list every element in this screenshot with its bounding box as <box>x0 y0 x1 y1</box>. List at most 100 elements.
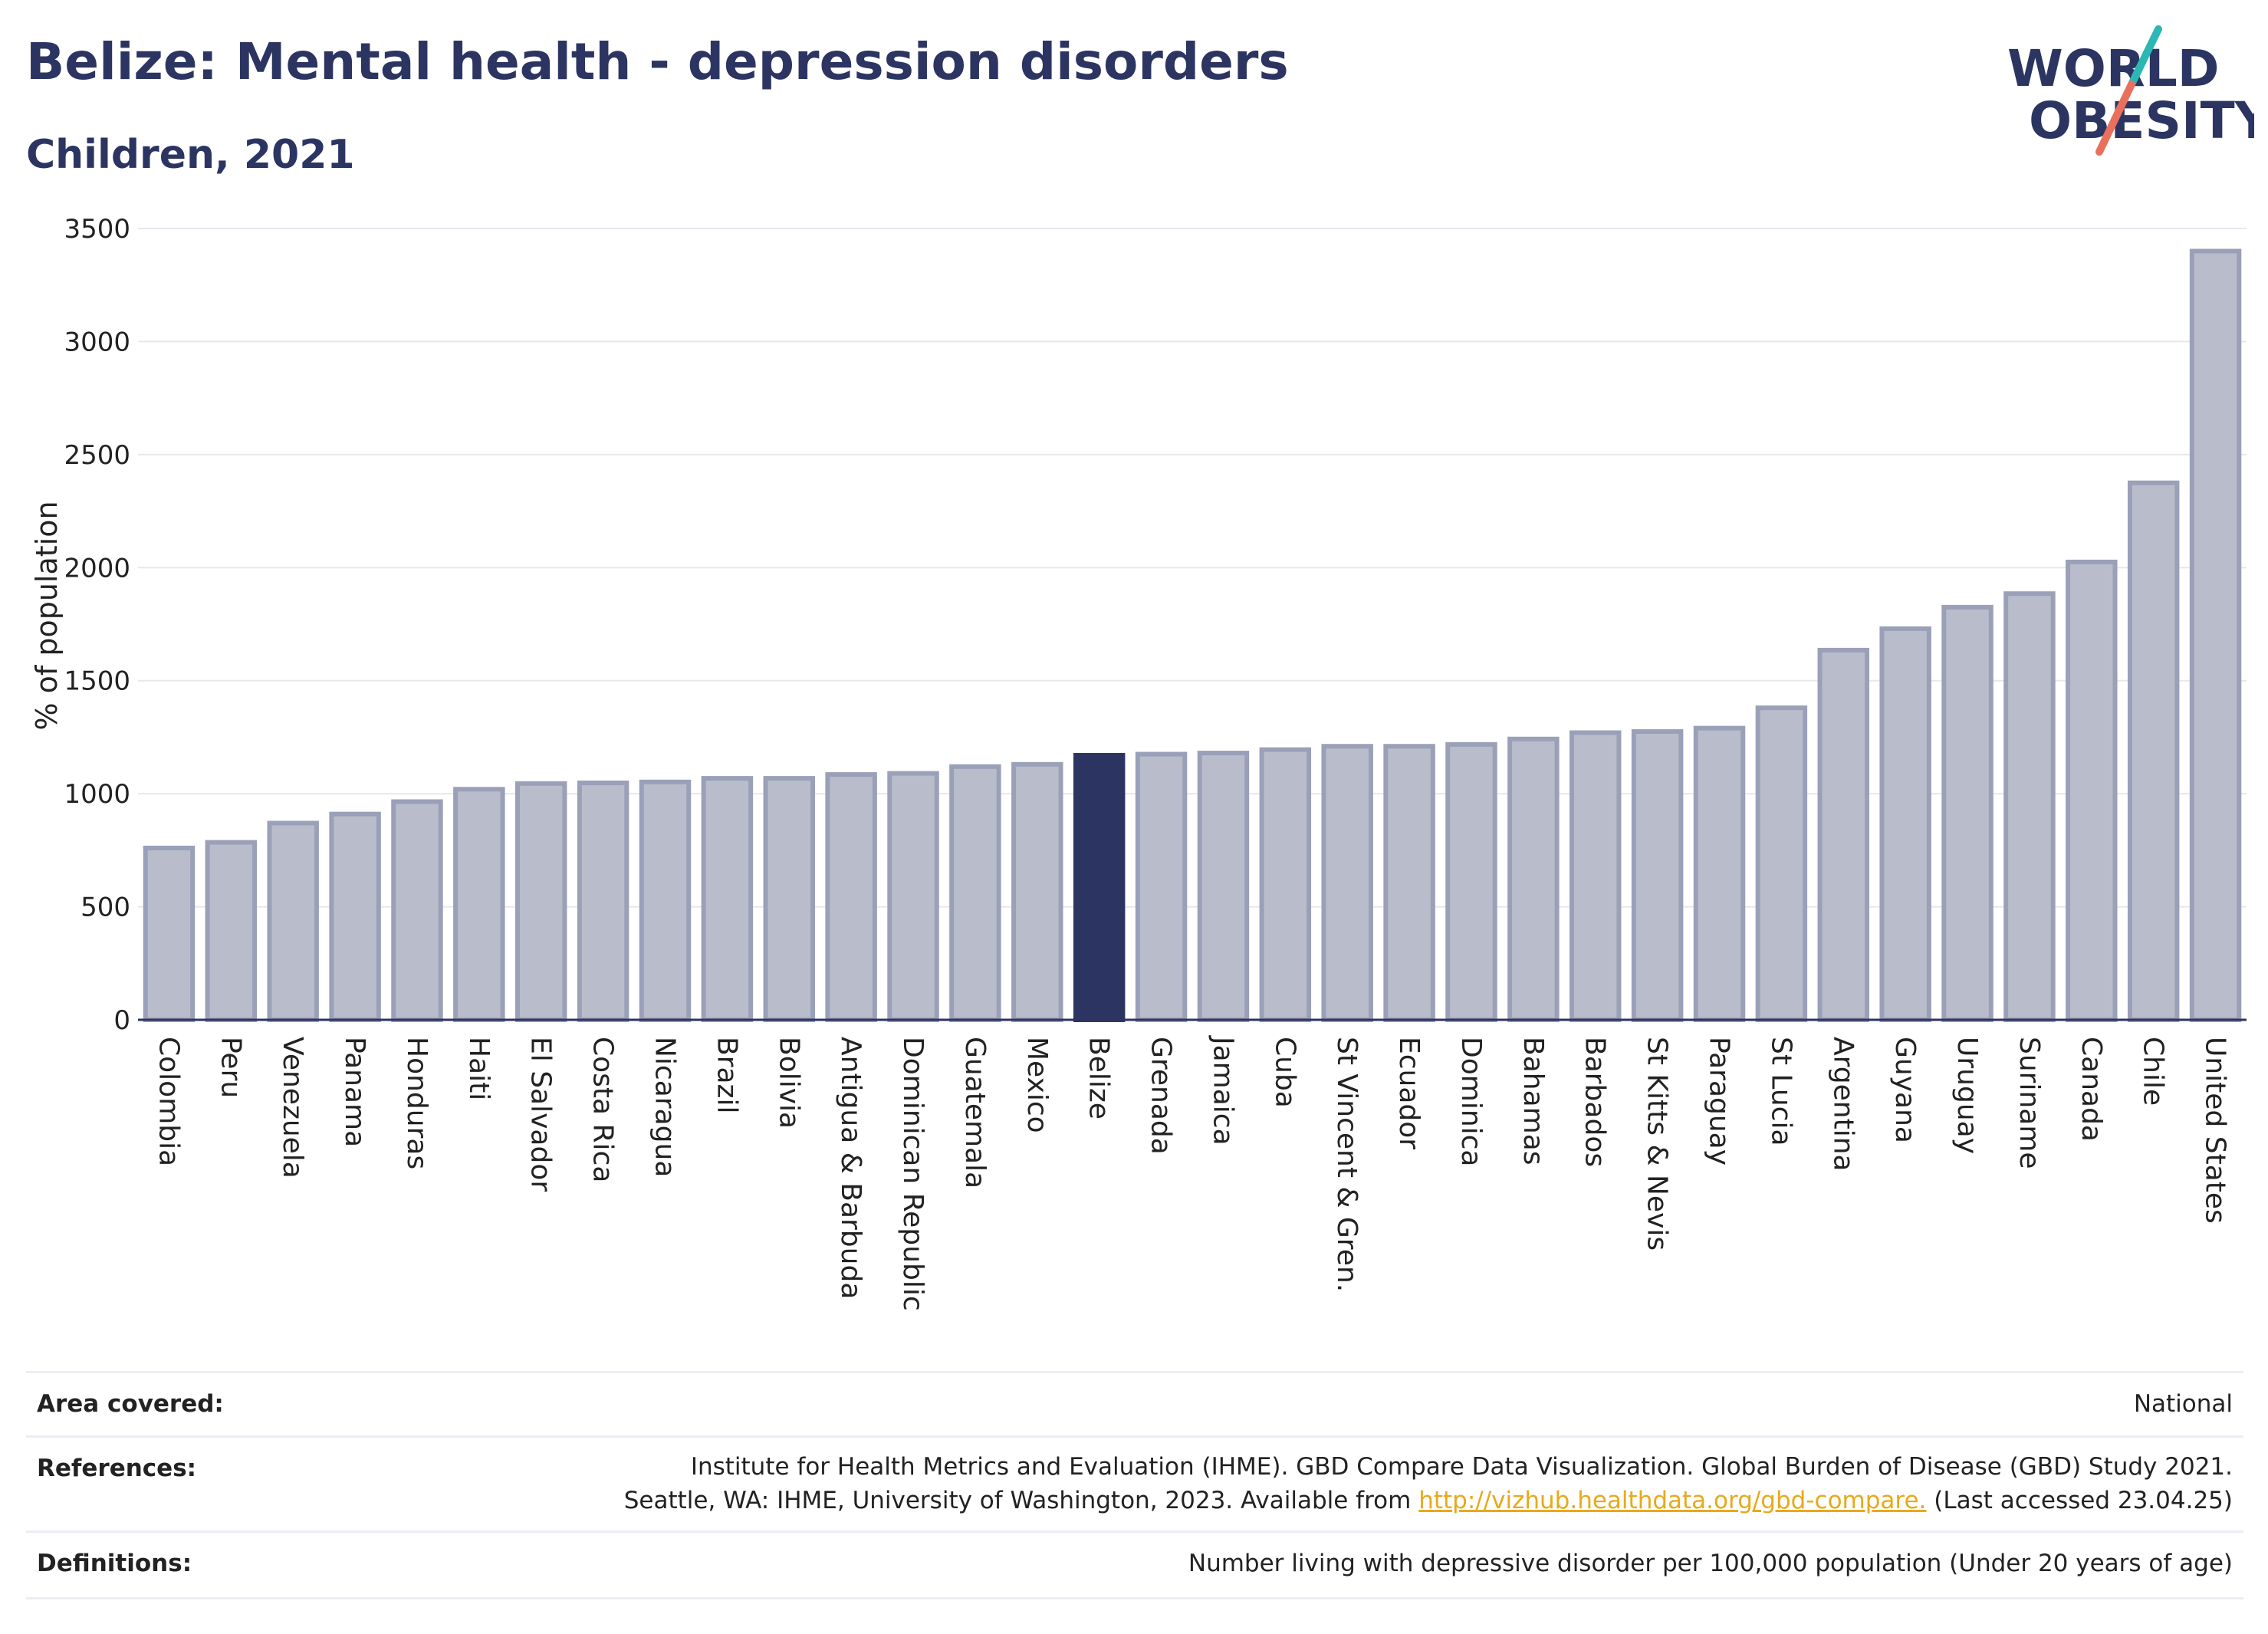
bar <box>701 776 754 1023</box>
x-category-label: Belize <box>1083 1037 1115 1119</box>
y-tick-label: 500 <box>81 893 130 923</box>
bar <box>1383 744 1435 1022</box>
y-tick-label: 3500 <box>64 214 130 245</box>
area-value: National <box>2133 1390 2233 1418</box>
chart-title: Belize: Mental health - depression disor… <box>26 32 1289 91</box>
x-category-label: Guyana <box>1889 1037 1921 1143</box>
x-category-label: Canada <box>2076 1037 2107 1142</box>
x-category-label: Bahamas <box>1517 1037 1549 1165</box>
area-label: Area covered: <box>37 1390 224 1418</box>
x-category-label: Brazil <box>711 1037 742 1113</box>
x-category-label: Colombia <box>153 1037 184 1166</box>
bar <box>2189 248 2242 1022</box>
x-category-label: Dominican Republic <box>897 1037 929 1311</box>
info-row-area: Area covered: National <box>26 1371 2243 1438</box>
bar <box>1817 647 1869 1022</box>
y-tick-label: 2000 <box>64 553 130 584</box>
x-category-label: Bolivia <box>773 1037 804 1129</box>
x-category-label: Dominica <box>1455 1037 1487 1167</box>
x-category-label: United States <box>2200 1037 2231 1224</box>
references-value: Institute for Health Metrics and Evaluat… <box>624 1450 2233 1517</box>
bar <box>1135 751 1188 1022</box>
logo-line1: WORLD <box>2007 39 2220 98</box>
bar <box>763 776 816 1023</box>
bar <box>1011 761 1063 1022</box>
x-category-label: St Vincent & Gren. <box>1331 1037 1362 1292</box>
bar <box>1197 751 1250 1022</box>
y-tick-label: 2500 <box>64 440 130 471</box>
bar <box>205 840 258 1022</box>
bar-chart: 0 500 1000 1500 2000 2500 3000 3500 Colombia Per… <box>30 214 2247 1311</box>
x-category-label: Grenada <box>1146 1037 1177 1155</box>
bar <box>887 771 939 1022</box>
definitions-label: Definitions: <box>37 1550 192 1577</box>
x-category-label: Venezuela <box>277 1037 308 1179</box>
x-category-label: Suriname <box>2013 1037 2045 1169</box>
x-category-label: Chile <box>2138 1037 2169 1106</box>
chart-subtitle: Children, 2021 <box>26 132 355 178</box>
world-obesity-logo: WORLD OBESITY <box>2007 25 2254 156</box>
logo-stroke-teal <box>2128 25 2162 88</box>
bar <box>2003 591 2056 1022</box>
y-tick-label: 0 <box>113 1005 130 1036</box>
x-category-label: Mexico <box>1021 1037 1053 1133</box>
bar <box>143 845 196 1022</box>
references-line2: Seattle, WA: IHME, University of Washing… <box>623 1487 2233 1514</box>
bar <box>329 811 381 1023</box>
bar <box>825 772 877 1023</box>
y-tick-label: 3000 <box>64 327 130 357</box>
bar <box>1941 604 1994 1022</box>
y-tick-label: 1000 <box>64 779 130 810</box>
x-category-label: Paraguay <box>1704 1037 1735 1165</box>
bar <box>391 799 443 1023</box>
definitions-value: Number living with depressive disorder p… <box>1188 1550 2233 1577</box>
info-row-definitions: Definitions: Number living with depressi… <box>26 1530 2243 1599</box>
bar <box>267 820 319 1022</box>
references-line1: Institute for Health Metrics and Evaluat… <box>690 1453 2233 1481</box>
bar <box>1755 705 1808 1023</box>
bar <box>1321 744 1373 1022</box>
x-category-labels: Colombia Peru Venezuela Panama Honduras Haiti… <box>153 1035 2230 1311</box>
bar <box>1445 741 1497 1022</box>
x-category-label: Guatemala <box>959 1037 991 1189</box>
info-row-references: References: Institute for Health Metrics… <box>26 1435 2243 1533</box>
x-category-label: Costa Rica <box>587 1037 619 1182</box>
x-category-label: St Lucia <box>1765 1037 1796 1146</box>
bar <box>453 787 505 1022</box>
references-link[interactable]: http://vizhub.healthdata.org/gbd-compare… <box>1418 1487 1927 1514</box>
bar <box>1693 725 1746 1022</box>
logo-stroke-coral <box>2095 81 2135 156</box>
references-label: References: <box>37 1455 197 1482</box>
bar <box>2066 559 2118 1022</box>
y-axis-label: % of population <box>30 501 64 730</box>
bar <box>1570 730 1622 1022</box>
bar <box>1259 747 1312 1022</box>
x-category-label: Ecuador <box>1393 1037 1425 1149</box>
bar <box>1631 729 1684 1022</box>
bars <box>143 248 2242 1023</box>
x-category-label: Panama <box>339 1037 370 1147</box>
logo-line2: OBESITY <box>2029 91 2254 150</box>
bar <box>949 764 1001 1022</box>
x-category-label: Antigua & Barbuda <box>835 1037 866 1299</box>
y-tick-labels: 0 500 1000 1500 2000 2500 3000 3500 <box>64 214 130 1036</box>
bar <box>1507 736 1560 1022</box>
x-category-label: Barbados <box>1579 1037 1611 1167</box>
x-category-label: Honduras <box>401 1037 432 1169</box>
bar <box>1879 626 1931 1022</box>
y-tick-label: 1500 <box>64 666 130 697</box>
x-category-label: Haiti <box>463 1037 495 1100</box>
x-category-label: El Salvador <box>525 1037 557 1192</box>
bar <box>577 780 629 1022</box>
bar <box>2127 480 2180 1022</box>
bar-highlight <box>1073 753 1126 1022</box>
x-category-label: St Kitts & Nevis <box>1642 1037 1673 1251</box>
bar <box>515 781 567 1022</box>
x-category-label: Jamaica <box>1207 1035 1238 1146</box>
x-category-label: Uruguay <box>1951 1037 1983 1154</box>
x-category-label: Argentina <box>1827 1037 1859 1172</box>
x-category-label: Cuba <box>1269 1037 1300 1108</box>
x-category-label: Nicaragua <box>649 1037 681 1177</box>
bar <box>639 779 692 1023</box>
x-category-label: Peru <box>215 1037 246 1098</box>
